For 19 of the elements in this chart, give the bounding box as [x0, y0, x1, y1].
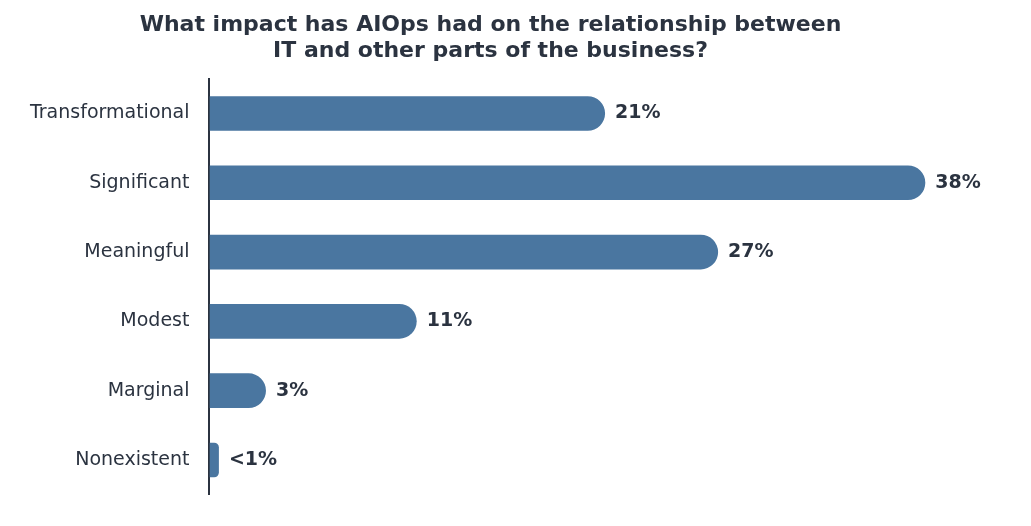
- y-tick-label: Modest: [120, 308, 190, 331]
- bar: [209, 165, 926, 201]
- y-tick-label: Significant: [89, 169, 190, 192]
- bar: [209, 304, 417, 339]
- bar: [209, 373, 266, 408]
- data-label: 11%: [426, 308, 473, 331]
- bar: [209, 96, 606, 131]
- data-label: 27%: [728, 238, 774, 261]
- y-tick-label: Marginal: [107, 377, 190, 400]
- y-tick-label: Transformational: [29, 100, 190, 123]
- y-tick-label: Meaningful: [84, 238, 190, 261]
- data-label: <1%: [228, 446, 278, 469]
- bar: [209, 442, 219, 478]
- chart-title: What impact has AIOps had on the relationship between IT and other parts of the business?: [139, 10, 842, 63]
- bar: [209, 234, 719, 270]
- data-label: 21%: [615, 100, 661, 123]
- data-label: 3%: [275, 377, 309, 400]
- data-label: 38%: [935, 169, 981, 192]
- y-tick-label: Nonexistent: [75, 446, 190, 469]
